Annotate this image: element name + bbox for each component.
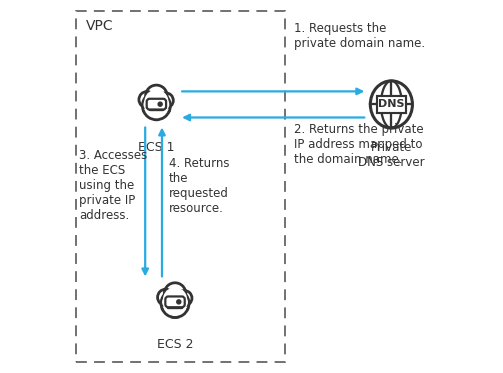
Text: ECS 1: ECS 1 — [138, 141, 175, 154]
Circle shape — [146, 85, 167, 107]
Circle shape — [139, 91, 155, 108]
Circle shape — [143, 97, 158, 112]
Circle shape — [142, 92, 171, 120]
Text: 2. Returns the private
IP address mapped to
the domain name.: 2. Returns the private IP address mapped… — [294, 123, 424, 166]
Circle shape — [158, 93, 174, 108]
Circle shape — [154, 97, 170, 112]
Circle shape — [157, 289, 174, 305]
Text: ECS 2: ECS 2 — [157, 338, 193, 351]
Text: 1. Requests the
private domain name.: 1. Requests the private domain name. — [294, 22, 426, 50]
Circle shape — [177, 300, 181, 304]
Text: DNS: DNS — [378, 100, 404, 109]
Circle shape — [164, 283, 186, 304]
Ellipse shape — [370, 81, 412, 128]
Circle shape — [177, 291, 192, 305]
Circle shape — [144, 90, 169, 114]
Circle shape — [158, 102, 162, 106]
Text: Private
DNS server: Private DNS server — [358, 141, 425, 169]
Circle shape — [163, 287, 187, 311]
Text: VPC: VPC — [86, 19, 113, 33]
Circle shape — [162, 295, 177, 310]
Circle shape — [161, 289, 189, 317]
FancyBboxPatch shape — [147, 99, 166, 110]
Text: 3. Accesses
the ECS
using the
private IP
address.: 3. Accesses the ECS using the private IP… — [79, 149, 147, 222]
Bar — [160, 310, 190, 318]
Bar — [142, 113, 171, 120]
FancyBboxPatch shape — [165, 297, 185, 307]
Circle shape — [173, 295, 188, 310]
Text: 4. Returns
the
requested
resource.: 4. Returns the requested resource. — [169, 157, 229, 214]
FancyBboxPatch shape — [377, 96, 406, 113]
